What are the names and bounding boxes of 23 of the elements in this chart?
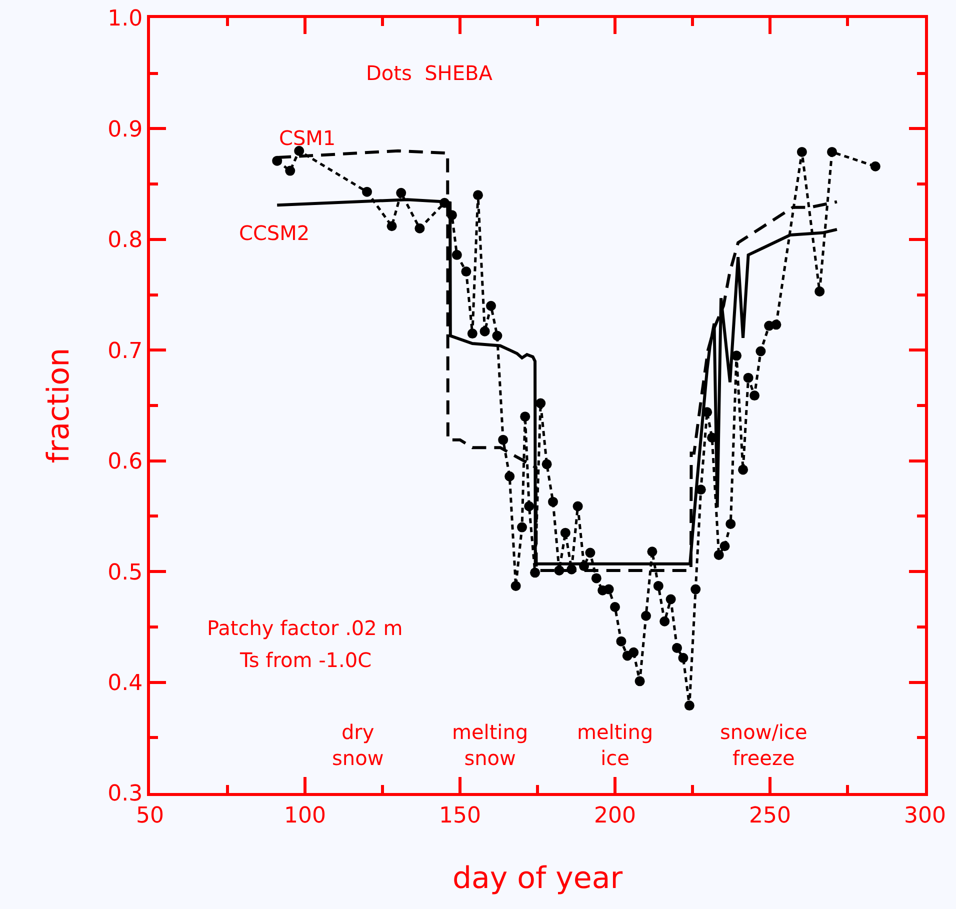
x-tick-label: 250 [749,803,791,828]
y-tick-label: 0.4 [108,670,143,696]
x-axis-title: day of year [452,860,624,896]
y-tick-label: 0.7 [108,338,143,364]
y-tick-label: 0.5 [108,560,143,586]
annotation: melting snow [452,720,528,770]
x-tick-label: 150 [439,803,481,828]
annotation: snow/ice freeze [720,720,808,770]
annotation: melting ice [577,720,654,770]
y-tick-label: 1.0 [108,6,143,32]
y-tick-label: 0.6 [108,450,143,475]
y-tick-label: 0.8 [108,228,143,254]
x-tick-label: 200 [594,803,636,828]
y-tick-label: 0.9 [108,117,143,142]
series-label: CCSM2 [239,221,310,245]
annotation: Dots SHEBA [366,61,493,85]
y-axis-title: fraction [42,348,77,464]
annotation: Patchy factor .02 m [207,616,403,640]
series-label: CSM1 [279,126,336,150]
annotation: dry snow [332,720,384,770]
annotation: Ts from -1.0C [239,648,372,672]
x-tick-label: 100 [284,803,326,828]
x-tick-label: 300 [904,803,946,828]
